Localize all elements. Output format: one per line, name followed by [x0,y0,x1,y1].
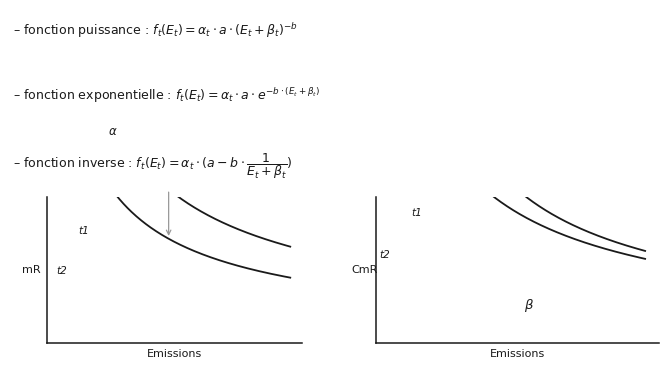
Text: – fonction inverse : $f_t(E_t) = \alpha_t \cdot (a - b \cdot \dfrac{1}{E_t+\beta: – fonction inverse : $f_t(E_t) = \alpha_… [13,151,293,181]
Text: CmR: CmR [351,265,377,275]
Text: t2: t2 [379,250,390,260]
Text: t1: t1 [79,226,89,235]
Text: t1: t1 [411,208,422,218]
Text: $\alpha$: $\alpha$ [108,125,118,138]
X-axis label: Emissions: Emissions [147,349,202,359]
Text: – fonction exponentielle : $f_t(E_t) = \alpha_t \cdot a \cdot e^{-b \cdot (E_t+\: – fonction exponentielle : $f_t(E_t) = \… [13,86,321,105]
X-axis label: Emissions: Emissions [490,349,545,359]
Text: t2: t2 [56,266,67,276]
Text: mR: mR [22,265,40,275]
Text: – fonction puissance : $f_t(E_t) = \alpha_t \cdot a \cdot (E_t + \beta_t)^{-b}$: – fonction puissance : $f_t(E_t) = \alph… [13,21,298,40]
Text: $\beta$: $\beta$ [524,297,534,314]
